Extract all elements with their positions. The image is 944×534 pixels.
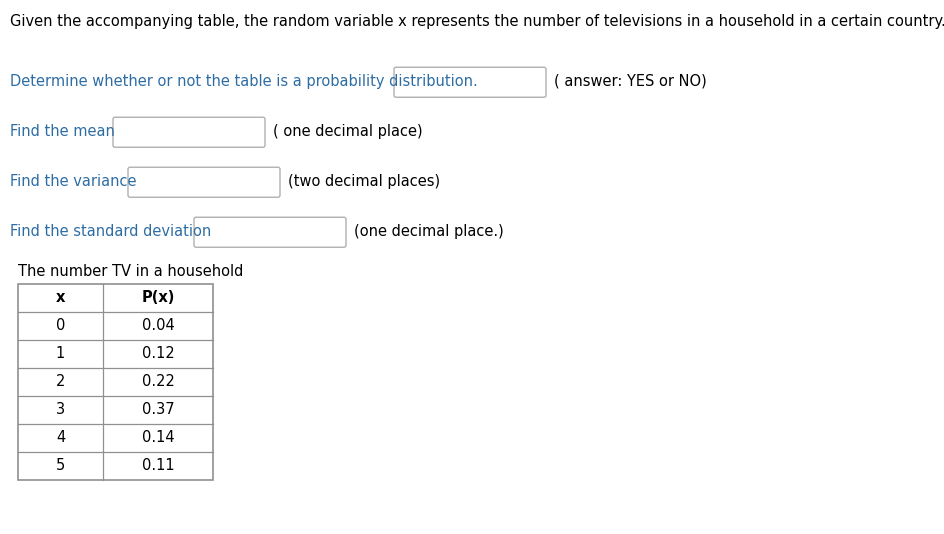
Text: x: x [56,290,65,305]
Text: 5: 5 [56,459,65,474]
FancyBboxPatch shape [194,217,346,247]
Text: 0.12: 0.12 [142,347,175,362]
Text: 0: 0 [56,318,65,334]
Text: 0.14: 0.14 [142,430,175,445]
Text: 1: 1 [56,347,65,362]
Text: 0.11: 0.11 [142,459,175,474]
Text: (two decimal places): (two decimal places) [288,174,440,189]
Text: ( one decimal place): ( one decimal place) [273,124,423,139]
FancyBboxPatch shape [128,167,280,197]
Text: 2: 2 [56,374,65,389]
Text: Given the accompanying table, the random variable x represents the number of tel: Given the accompanying table, the random… [10,14,944,29]
FancyBboxPatch shape [394,67,546,97]
Text: 4: 4 [56,430,65,445]
Text: Determine whether or not the table is a probability distribution.: Determine whether or not the table is a … [10,74,478,89]
Text: 0.37: 0.37 [142,403,175,418]
Text: 3: 3 [56,403,65,418]
Text: (one decimal place.): (one decimal place.) [354,224,504,239]
Text: Find the standard deviation: Find the standard deviation [10,224,211,239]
Text: 0.22: 0.22 [142,374,175,389]
Bar [18,284,213,480]
Text: The number TV in a household: The number TV in a household [18,264,244,279]
Text: Find the variance: Find the variance [10,174,137,189]
Text: 0.04: 0.04 [142,318,175,334]
FancyBboxPatch shape [113,117,265,147]
Text: Find the mean: Find the mean [10,124,115,139]
Text: P(x): P(x) [142,290,175,305]
Text: ( answer: YES or NO): ( answer: YES or NO) [554,74,707,89]
